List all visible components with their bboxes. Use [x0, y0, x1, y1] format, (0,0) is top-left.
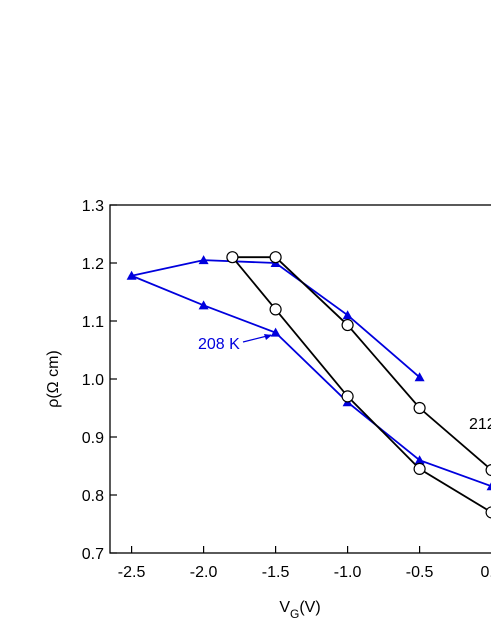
- plot-frame: [109, 204, 491, 554]
- y-tick-label: 0.7: [82, 546, 104, 563]
- point: [269, 251, 282, 264]
- point: [342, 310, 353, 320]
- point: [341, 318, 354, 332]
- x-label-sub: G: [290, 607, 299, 621]
- point: [198, 300, 209, 310]
- point: [198, 255, 209, 265]
- x-tick-label: 0.0: [480, 564, 491, 581]
- point: [226, 251, 239, 264]
- point: [126, 270, 137, 280]
- x-label-main: V: [279, 599, 290, 616]
- x-tick-label: -1.0: [334, 564, 362, 581]
- x-tick-label: -1.5: [262, 564, 290, 581]
- y-tick-label: 1.1: [82, 314, 104, 331]
- point: [341, 390, 354, 403]
- y-tick-label: 1.2: [82, 256, 104, 273]
- series-line: [128, 259, 491, 488]
- point: [486, 482, 491, 491]
- point: [414, 372, 425, 382]
- point: [413, 401, 426, 415]
- y-tick-label: 0.8: [82, 488, 104, 505]
- y-tick-label: 1.0: [82, 372, 104, 389]
- point: [270, 327, 281, 337]
- x-axis-label: VG(V): [279, 599, 320, 621]
- y-tick-label: 0.9: [82, 430, 104, 447]
- point: [485, 506, 491, 519]
- label-arrowhead: [264, 334, 272, 340]
- y-axis-label: ρ(Ω cm): [45, 350, 62, 408]
- x-label-suffix: (V): [299, 599, 320, 616]
- point: [269, 303, 282, 316]
- series-label: 212 K: [469, 416, 491, 433]
- point: [414, 455, 425, 465]
- point: [485, 463, 491, 477]
- series-line: [230, 256, 491, 514]
- x-tick-label: -0.5: [406, 564, 434, 581]
- x-tick-label: -2.5: [118, 564, 146, 581]
- x-tick-label: -2.0: [190, 564, 218, 581]
- series-label: 208 K: [198, 336, 240, 353]
- y-tick-label: 1.3: [82, 198, 104, 215]
- point: [413, 462, 426, 475]
